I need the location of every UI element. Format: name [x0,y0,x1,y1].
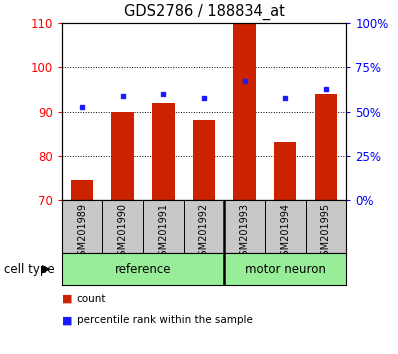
Text: GSM201995: GSM201995 [321,202,331,262]
Text: ■: ■ [62,294,72,304]
Bar [274,142,297,200]
Bar [111,112,134,200]
Bar [315,94,337,200]
Text: count: count [77,294,106,304]
Bar [193,120,215,200]
Bar [152,103,174,200]
Text: GSM201989: GSM201989 [77,202,87,262]
Text: GSM201991: GSM201991 [158,202,168,262]
Text: ■: ■ [62,315,72,325]
Bar [234,23,256,200]
Text: reference: reference [115,263,171,275]
Text: GSM201992: GSM201992 [199,202,209,262]
Text: GSM201990: GSM201990 [118,202,128,262]
Text: cell type: cell type [4,263,55,275]
Title: GDS2786 / 188834_at: GDS2786 / 188834_at [123,4,285,20]
Text: percentile rank within the sample: percentile rank within the sample [77,315,253,325]
Text: GSM201993: GSM201993 [240,202,250,262]
Bar [71,180,93,200]
Text: GSM201994: GSM201994 [280,202,290,262]
Text: motor neuron: motor neuron [245,263,326,275]
Text: ▶: ▶ [42,264,50,274]
